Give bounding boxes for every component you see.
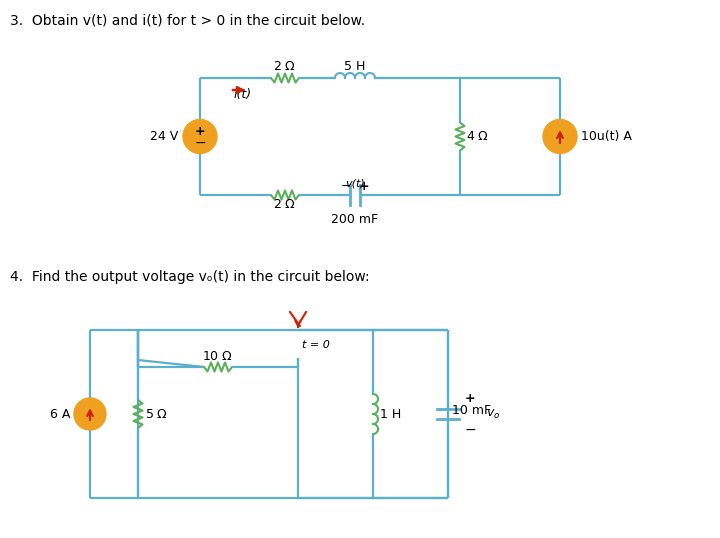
Text: −: − xyxy=(464,423,476,437)
Text: 10 mF: 10 mF xyxy=(452,405,491,417)
Circle shape xyxy=(183,119,217,153)
Text: 5 H: 5 H xyxy=(344,60,366,73)
Text: +: + xyxy=(359,180,369,193)
Text: 10u(t) A: 10u(t) A xyxy=(581,130,632,143)
Text: 2 $\Omega$: 2 $\Omega$ xyxy=(274,60,297,73)
Text: 2 $\Omega$: 2 $\Omega$ xyxy=(274,198,297,211)
Text: 10 $\Omega$: 10 $\Omega$ xyxy=(202,350,233,363)
Text: 4.  Find the output voltage vₒ(t) in the circuit below:: 4. Find the output voltage vₒ(t) in the … xyxy=(10,270,369,284)
Text: +: + xyxy=(194,125,205,138)
Circle shape xyxy=(74,398,106,430)
Text: −: − xyxy=(341,180,351,193)
Circle shape xyxy=(543,119,577,153)
Text: 1 H: 1 H xyxy=(380,407,401,421)
Text: 6 A: 6 A xyxy=(50,407,70,421)
Text: −: − xyxy=(194,136,206,150)
Text: 3.  Obtain v(t) and i(t) for t > 0 in the circuit below.: 3. Obtain v(t) and i(t) for t > 0 in the… xyxy=(10,14,365,28)
Text: 4 $\Omega$: 4 $\Omega$ xyxy=(466,130,489,143)
Text: 200 mF: 200 mF xyxy=(331,213,379,226)
Text: 5 $\Omega$: 5 $\Omega$ xyxy=(145,407,168,421)
Text: v(t): v(t) xyxy=(345,178,365,188)
Text: +: + xyxy=(464,392,475,405)
Text: $v_o$: $v_o$ xyxy=(486,407,500,421)
Text: i(t): i(t) xyxy=(234,88,252,101)
Text: t = 0: t = 0 xyxy=(302,340,330,350)
Text: 24 V: 24 V xyxy=(150,130,178,143)
